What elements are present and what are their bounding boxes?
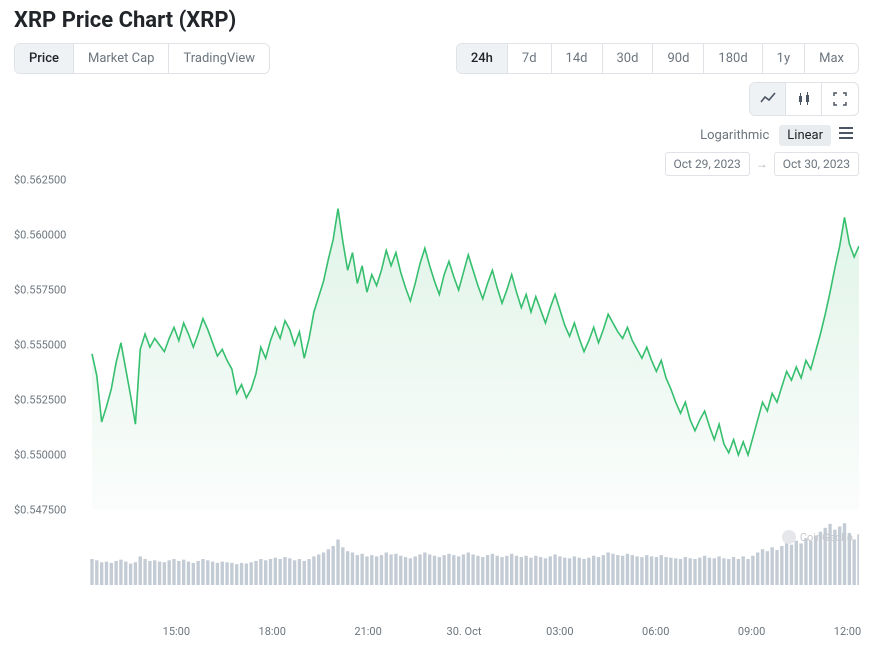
range-14d[interactable]: 14d	[552, 44, 603, 73]
chart-area[interactable]: $0.562500$0.560000$0.557500$0.555000$0.5…	[14, 180, 859, 620]
y-axis-label: $0.560000	[14, 229, 66, 242]
fullscreen-icon[interactable]	[822, 83, 858, 115]
date-start[interactable]: Oct 29, 2023	[665, 152, 750, 176]
chart-style-group	[749, 82, 859, 116]
watermark: CoinGecko	[782, 530, 853, 544]
candlestick-icon[interactable]	[786, 83, 822, 115]
x-axis-label: 03:00	[546, 625, 573, 638]
x-axis-label: 06:00	[642, 625, 669, 638]
x-axis-label: 09:00	[738, 625, 765, 638]
watermark-label: CoinGecko	[800, 531, 853, 544]
range-7d[interactable]: 7d	[508, 44, 552, 73]
range-30d[interactable]: 30d	[603, 44, 654, 73]
price-chart-svg	[14, 180, 859, 620]
range-max[interactable]: Max	[805, 44, 858, 73]
y-axis-label: $0.562500	[14, 174, 66, 187]
y-axis-label: $0.555000	[14, 339, 66, 352]
range-90d[interactable]: 90d	[653, 44, 704, 73]
line-chart-icon[interactable]	[750, 83, 786, 115]
tab-tradingview[interactable]: TradingView	[169, 44, 269, 73]
date-end[interactable]: Oct 30, 2023	[774, 152, 859, 176]
y-axis-label: $0.550000	[14, 449, 66, 462]
range-tabs: 24h 7d 14d 30d 90d 180d 1y Max	[456, 43, 859, 74]
range-24h[interactable]: 24h	[457, 44, 508, 73]
x-axis-label: 15:00	[163, 625, 190, 638]
y-axis-label: $0.557500	[14, 284, 66, 297]
scale-linear[interactable]: Linear	[779, 125, 831, 146]
x-axis-label: 21:00	[354, 625, 381, 638]
chart-type-tabs: Price Market Cap TradingView	[14, 43, 270, 74]
date-range-row: Oct 29, 2023 → Oct 30, 2023	[14, 152, 859, 176]
y-axis-label: $0.552500	[14, 394, 66, 407]
x-axis-label: 30. Oct	[447, 625, 482, 638]
tab-market-cap[interactable]: Market Cap	[74, 44, 170, 73]
chart-menu-icon[interactable]	[833, 124, 859, 146]
chart-style-row	[14, 82, 859, 116]
top-controls: Price Market Cap TradingView 24h 7d 14d …	[14, 43, 859, 74]
x-axis-label: 12:00	[834, 625, 861, 638]
y-axis-label: $0.547500	[14, 504, 66, 517]
scale-row: Logarithmic Linear	[14, 124, 859, 146]
coingecko-icon	[782, 530, 796, 544]
arrow-icon: →	[756, 157, 768, 171]
tab-price[interactable]: Price	[15, 44, 74, 73]
page-title: XRP Price Chart (XRP)	[14, 8, 859, 33]
range-1y[interactable]: 1y	[763, 44, 805, 73]
x-axis-label: 18:00	[259, 625, 286, 638]
range-180d[interactable]: 180d	[704, 44, 762, 73]
scale-log[interactable]: Logarithmic	[692, 125, 777, 146]
